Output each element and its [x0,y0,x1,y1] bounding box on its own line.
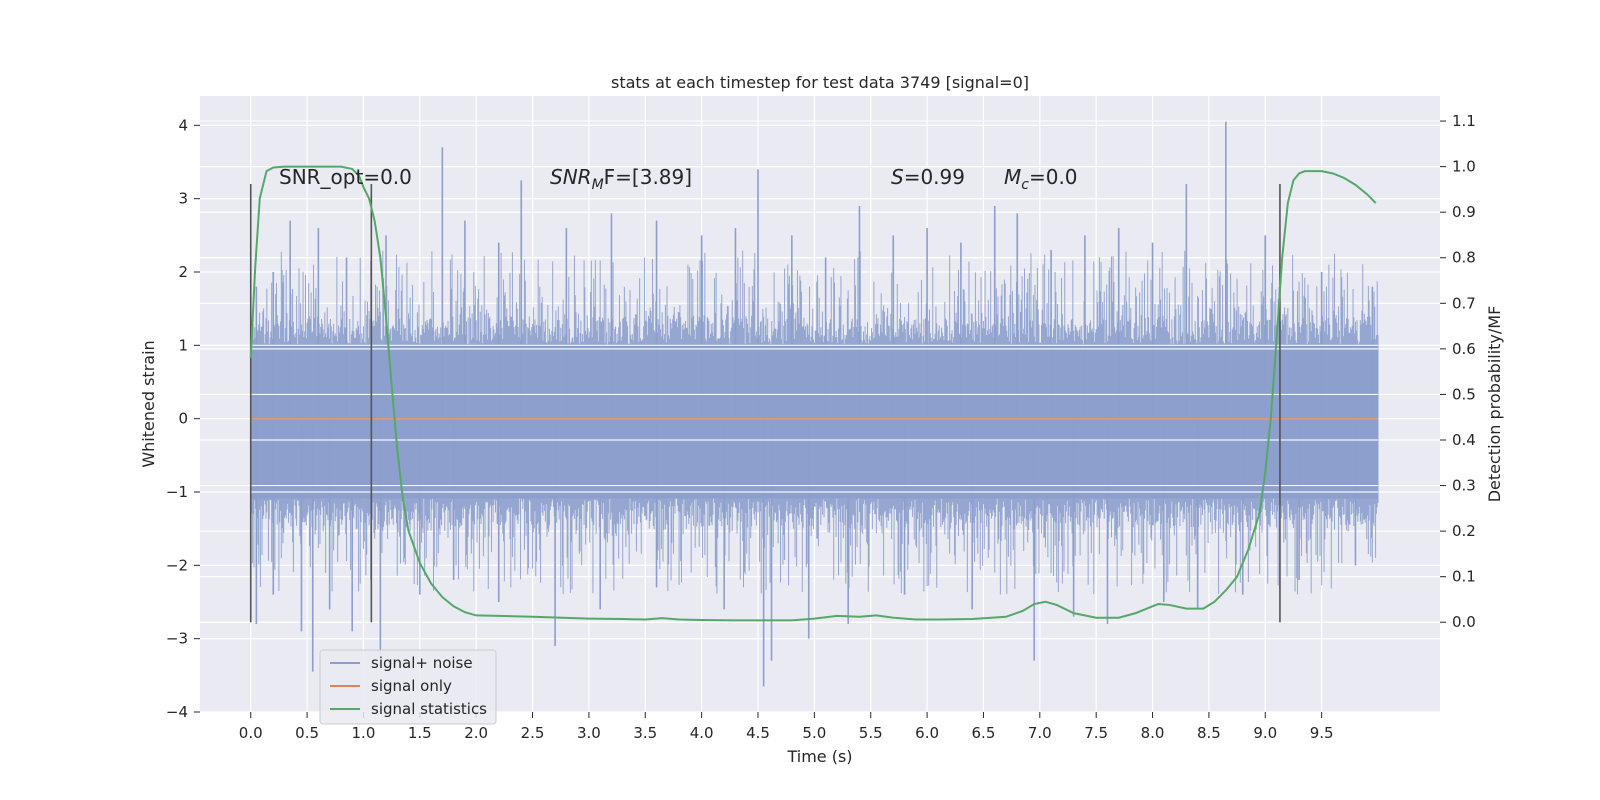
y-left-tick-label-7: 3 [178,190,188,208]
x-tick-label-11: 5.5 [859,724,883,742]
x-tick-label-19: 9.5 [1310,724,1334,742]
y-left-axis-label: Whitened strain [139,340,158,467]
legend: signal+ noise signal only signal statist… [319,649,497,725]
y-right-tick-label-4: 0.4 [1452,431,1476,449]
annotation-snr-mf-main: SNR [550,165,592,189]
y-right-tick-label-3: 0.3 [1452,477,1476,495]
x-tick-label-0: 0.0 [239,724,263,742]
y-left-tick-label-8: 4 [178,116,188,134]
legend-label-signal-noise: signal+ noise [371,654,473,672]
x-axis-ticks: 0.0 0.5 1.0 1.5 2.0 2.5 3.0 3.5 4.0 4.5 5.0 5.5 6.0 6… [239,712,1334,742]
x-tick-label-14: 7.0 [1028,724,1052,742]
legend-box [319,649,497,725]
x-tick-label-9: 4.5 [746,724,770,742]
series-signal-noise [250,121,1379,687]
annotation-snr-mf: SNRMF=[3.89] [550,165,692,193]
y-left-tick-label-5: 1 [178,336,188,354]
x-axis-label: Time (s) [786,747,852,766]
annotation-snr-mf-rest: F=[3.89] [604,165,692,189]
x-tick-label-3: 1.5 [408,724,432,742]
x-tick-label-8: 4.0 [690,724,714,742]
x-tick-label-15: 7.5 [1084,724,1108,742]
x-tick-label-12: 6.0 [915,724,939,742]
y-left-axis-ticks: −4 −3 −2 −1 0 1 2 3 4 [166,116,200,721]
y-right-tick-label-7: 0.7 [1452,294,1476,312]
annotations: SNR_opt=0.0 SNRMF=[3.89] S=0.99 Mc=0.0 [279,165,1078,193]
chart-title: stats at each timestep for test data 374… [611,73,1029,92]
noise-core [250,344,1378,499]
y-left-tick-label-3: −1 [166,483,188,501]
x-tick-label-13: 6.5 [972,724,996,742]
annotation-mc-main: M [1004,165,1021,189]
y-right-tick-label-1: 0.1 [1452,568,1476,586]
window-markers [249,184,1281,623]
x-tick-label-7: 3.5 [633,724,657,742]
annotation-s: S=0.99 [891,165,965,189]
y-right-tick-label-6: 0.6 [1452,340,1476,358]
y-right-tick-label-11: 1.1 [1452,112,1476,130]
y-right-tick-label-10: 1.0 [1452,158,1476,176]
x-tick-label-1: 0.5 [295,724,319,742]
y-right-tick-label-2: 0.2 [1452,522,1476,540]
y-right-tick-label-8: 0.8 [1452,249,1476,267]
series-signal-statistics [249,165,1377,622]
statistics-line [249,165,1377,622]
y-right-tick-label-9: 0.9 [1452,203,1476,221]
legend-label-signal-only: signal only [371,677,452,695]
y-left-tick-label-1: −3 [166,630,188,648]
x-tick-label-5: 2.5 [521,724,545,742]
x-tick-label-6: 3.0 [577,724,601,742]
y-right-axis-label: Detection probability/MF [1485,306,1504,503]
annotation-s-main: S [891,165,904,189]
y-left-tick-label-6: 2 [178,263,188,281]
legend-label-signal-statistics: signal statistics [371,700,487,718]
y-left-tick-label-4: 0 [178,410,188,428]
annotation-mc-sub: c [1021,177,1029,193]
x-tick-label-17: 8.5 [1197,724,1221,742]
y-right-tick-label-0: 0.0 [1452,613,1476,631]
x-tick-label-2: 1.0 [352,724,376,742]
y-left-tick-label-2: −2 [166,556,188,574]
x-tick-label-18: 9.0 [1253,724,1277,742]
x-tick-label-16: 8.0 [1141,724,1165,742]
annotation-mc: Mc=0.0 [1004,165,1078,193]
annotation-snr-mf-sub: M [592,177,604,193]
annotation-snr-opt: SNR_opt=0.0 [279,165,412,189]
y-right-axis-ticks: 0.0 0.1 0.2 0.3 0.4 0.5 0.6 0.7 0.8 0.9 1.0 1.1 [1440,112,1476,631]
y-left-tick-label-0: −4 [166,703,188,721]
x-tick-label-4: 2.0 [464,724,488,742]
annotation-s-rest: =0.99 [904,165,965,189]
annotation-mc-rest: =0.0 [1029,165,1078,189]
x-tick-label-10: 5.0 [802,724,826,742]
y-right-tick-label-5: 0.5 [1452,385,1476,403]
